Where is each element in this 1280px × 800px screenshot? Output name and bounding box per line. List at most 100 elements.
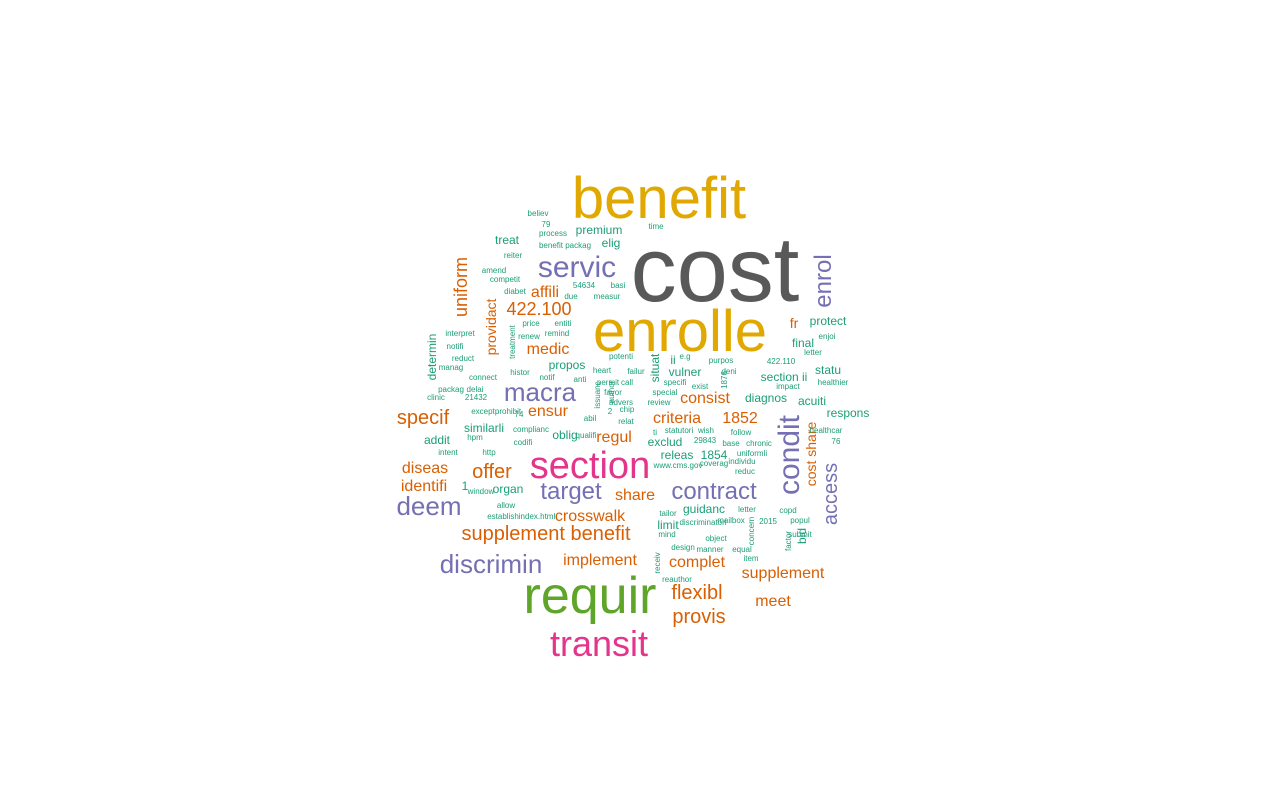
word-determin: determin xyxy=(425,333,439,381)
word-macra: macra xyxy=(503,377,577,407)
word-individu: individu xyxy=(728,457,756,466)
word-review: review xyxy=(647,398,671,407)
word-index-html: index.html xyxy=(518,512,556,521)
word-object: object xyxy=(705,534,727,543)
word-elig: elig xyxy=(601,236,621,250)
word-packag: packag xyxy=(438,385,464,394)
word-29843: 29843 xyxy=(693,436,717,445)
word-diabet: diabet xyxy=(504,287,526,296)
word-reiter: reiter xyxy=(503,251,523,260)
word-process: process xyxy=(538,229,568,238)
word-competit: competit xyxy=(489,275,521,284)
word-relat: relat xyxy=(618,417,634,426)
word-benefit-packag: benefit packag xyxy=(538,241,592,250)
word-interpret: interpret xyxy=(445,329,475,338)
word-time: time xyxy=(648,222,664,231)
word-deni: deni xyxy=(721,367,737,376)
word-measur: measur xyxy=(593,292,621,301)
word-issuanc: issuanc xyxy=(593,381,602,409)
word-tailor: tailor xyxy=(659,509,677,518)
word-popul: popul xyxy=(790,516,810,525)
word-2015: 2015 xyxy=(759,517,777,526)
word-potenti: potenti xyxy=(608,352,634,361)
word-healthier: healthier xyxy=(817,378,849,387)
word-medic: medic xyxy=(526,341,570,358)
word-specifi: specifi xyxy=(663,378,687,387)
word-diagnos: diagnos xyxy=(744,391,788,405)
word-acuiti: acuiti xyxy=(797,394,827,408)
word-copd: copd xyxy=(779,506,797,515)
word-1854: 1854 xyxy=(700,448,728,462)
word-ii: ii xyxy=(670,353,676,367)
word-e-g: e.g xyxy=(679,352,691,361)
word-meet: meet xyxy=(755,593,791,610)
word-window: window xyxy=(467,487,495,496)
word-enrol: enrol xyxy=(810,254,837,308)
word-entiti: entiti xyxy=(554,319,572,328)
word-treatment: treatment xyxy=(508,325,517,359)
word-mind: mind xyxy=(658,530,676,539)
word-422-110: 422.110 xyxy=(766,357,796,366)
word-treat: treat xyxy=(494,233,520,247)
word-ensur: ensur xyxy=(527,403,569,420)
word-submit: submit xyxy=(788,530,812,539)
word-author: author xyxy=(607,380,616,404)
word-believ: believ xyxy=(527,209,549,218)
word-2: 2 xyxy=(607,407,613,416)
word-favor: favor xyxy=(604,388,622,397)
word-requir: requir xyxy=(523,567,657,625)
word-54634: 54634 xyxy=(572,281,596,290)
word-establish: establish xyxy=(487,512,519,521)
word-uniform: uniform xyxy=(451,256,471,318)
word-healthcar: healthcar xyxy=(809,426,843,435)
word-clinic: clinic xyxy=(427,393,445,402)
word-fr: fr xyxy=(789,315,799,331)
word-21432: 21432 xyxy=(464,393,488,402)
word-share: share xyxy=(614,487,656,504)
word-item: item xyxy=(743,554,759,563)
word-manner: manner xyxy=(696,545,724,554)
word-special: special xyxy=(652,388,678,397)
word-ti: ti xyxy=(653,428,657,437)
word-enrolle: enrolle xyxy=(592,299,768,364)
word-purpos: purpos xyxy=(708,356,734,365)
word-letter: letter xyxy=(804,348,822,357)
word-due: due xyxy=(564,292,578,301)
word-prohibit: prohibit xyxy=(494,407,522,416)
word-releas: releas xyxy=(660,448,694,462)
word-except: except xyxy=(471,407,495,416)
word-limit: limit xyxy=(657,518,679,532)
word-contract: contract xyxy=(671,478,757,505)
word-wish: wish xyxy=(697,426,715,435)
word-impact: impact xyxy=(776,382,800,391)
word-1: 1 xyxy=(461,479,469,493)
word-1852: 1852 xyxy=(722,410,758,427)
word-anti: anti xyxy=(573,375,587,384)
word-factor: factor xyxy=(784,530,793,552)
word-enjoi: enjoi xyxy=(818,332,836,341)
word-equal: equal xyxy=(732,545,752,554)
word-addit: addit xyxy=(423,433,451,447)
word-regul: regul xyxy=(596,429,632,446)
word-coverag: coverag xyxy=(699,459,729,468)
word-protect: protect xyxy=(809,314,847,328)
word-organ: organ xyxy=(492,482,524,496)
word-letter: letter xyxy=(738,505,756,514)
word-abil: abil xyxy=(583,414,597,423)
word-74: 74 xyxy=(514,410,524,419)
word-codifi: codifi xyxy=(513,438,533,447)
word-chronic: chronic xyxy=(746,439,772,448)
word-transit: transit xyxy=(549,623,649,664)
word-premium: premium xyxy=(575,223,623,237)
word-section-ii: section ii xyxy=(760,370,808,384)
word-final: final xyxy=(791,336,815,350)
word-condit: condit xyxy=(773,414,806,496)
word-specif: specif xyxy=(396,407,450,429)
word-servic: servic xyxy=(537,251,617,284)
word-criteria: criteria xyxy=(652,410,702,427)
word-mailbox: mailbox xyxy=(717,516,745,525)
word-amend: amend xyxy=(481,266,507,275)
word-guidanc: guidanc xyxy=(682,502,726,516)
word-heart: heart xyxy=(592,366,612,375)
word-www-cms-gov: www.cms.gov xyxy=(653,461,703,470)
